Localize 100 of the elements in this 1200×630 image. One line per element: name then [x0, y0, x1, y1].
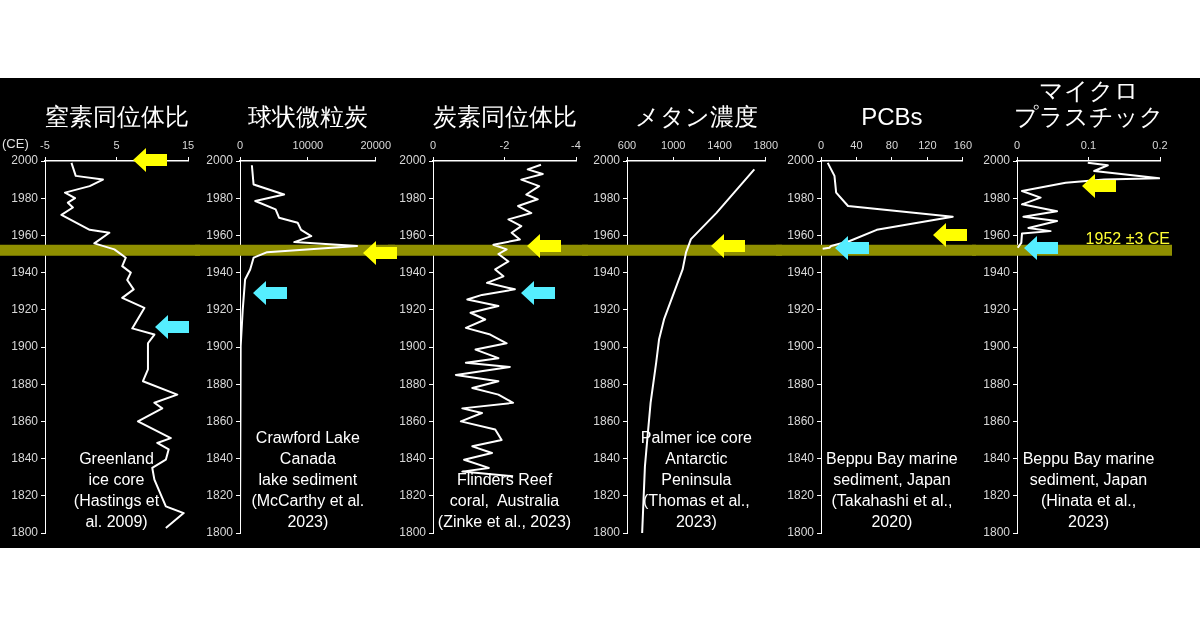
y-tick-label: 1920	[399, 302, 427, 317]
y-tick-label: 1840	[399, 450, 427, 465]
y-tick-label: 1940	[206, 264, 234, 279]
y-tick-label: 2000	[11, 153, 39, 168]
y-tick-label: 1860	[983, 413, 1011, 428]
y-tick-label: 1840	[787, 450, 815, 465]
y-tick-label: 1800	[593, 525, 621, 540]
y-tick-label: 1860	[787, 413, 815, 428]
y-tick-label: 1820	[399, 488, 427, 503]
y-tick-label: 1940	[399, 264, 427, 279]
x-tick-label: 80	[885, 139, 899, 152]
y-axis-title: (CE)	[2, 135, 29, 151]
y-tick-label: 1820	[206, 488, 234, 503]
y-tick-label: 1960	[11, 227, 39, 242]
y-tick-label: 1840	[206, 450, 234, 465]
y-tick-label: 1800	[399, 525, 427, 540]
y-tick-label: 1940	[11, 264, 39, 279]
annotation: Beppu Bay marine sediment, Japan (Takahashi et al., 2020)	[826, 450, 958, 530]
y-tick-label: 1800	[11, 525, 39, 540]
y-tick-label: 1900	[399, 339, 427, 354]
y-tick-label: 2000	[983, 153, 1011, 168]
y-tick-label: 1800	[206, 525, 234, 540]
x-tick-label: 120	[918, 139, 937, 152]
y-tick-label: 1860	[399, 413, 427, 428]
y-tick-label: 1960	[787, 227, 815, 242]
x-tick-label: 0	[236, 139, 244, 152]
y-tick-label: 1980	[206, 190, 234, 205]
y-tick-label: 1980	[11, 190, 39, 205]
x-tick-label: 1800	[753, 139, 779, 152]
x-tick-label: 0.1	[1080, 139, 1097, 152]
x-tick-label: 40	[850, 139, 863, 152]
chart-title: メタン濃度	[634, 103, 758, 130]
y-tick-label: 1840	[11, 450, 39, 465]
y-tick-label: 1880	[593, 376, 621, 391]
x-tick-label: 1400	[707, 139, 732, 152]
y-tick-label: 1960	[399, 227, 427, 242]
y-tick-label: 1920	[983, 302, 1011, 317]
y-tick-label: 1820	[983, 488, 1011, 503]
chart-title: PCBs	[861, 103, 923, 130]
y-tick-label: 1900	[206, 339, 234, 354]
y-tick-label: 1880	[399, 376, 427, 391]
y-tick-label: 1800	[983, 525, 1011, 540]
y-tick-label: 1860	[593, 413, 621, 428]
chart-title: 炭素同位体比	[432, 103, 577, 130]
y-tick-label: 1900	[983, 339, 1011, 354]
annotation: Beppu Bay marine sediment, Japan (Hinata et al., 2023)	[1022, 450, 1155, 530]
y-tick-label: 1880	[206, 376, 234, 391]
x-tick-label: 0	[817, 139, 825, 152]
y-tick-label: 1980	[593, 190, 621, 205]
y-tick-label: 1940	[983, 264, 1011, 279]
y-tick-label: 1820	[11, 488, 39, 503]
y-tick-label: 1960	[593, 227, 621, 242]
chart-title: 窒素同位体比	[44, 103, 189, 130]
x-tick-label: -2	[499, 139, 510, 152]
y-tick-label: 1920	[206, 302, 234, 317]
y-tick-label: 1800	[787, 525, 815, 540]
y-tick-label: 1920	[787, 302, 815, 317]
y-tick-label: 1980	[787, 190, 815, 205]
y-tick-label: 1880	[787, 376, 815, 391]
x-tick-label: 160	[953, 139, 972, 152]
y-tick-label: 1880	[11, 376, 39, 391]
x-tick-label: 5	[113, 139, 120, 152]
y-tick-label: 1960	[983, 227, 1011, 242]
y-tick-label: 1940	[787, 264, 815, 279]
y-tick-label: 1840	[593, 450, 621, 465]
band-label: 1952 ±3 CE	[1085, 230, 1170, 248]
x-tick-label: -5	[40, 139, 50, 152]
y-tick-label: 1920	[11, 302, 39, 317]
y-tick-label: 1900	[11, 339, 39, 354]
y-tick-label: 1900	[593, 339, 621, 354]
y-tick-label: 1840	[983, 450, 1011, 465]
chart-title: マイクロプラスチック	[1013, 77, 1164, 130]
y-tick-label: 1860	[206, 413, 234, 428]
y-tick-label: 2000	[787, 153, 815, 168]
y-tick-label: 2000	[593, 153, 621, 168]
y-tick-label: 1920	[593, 302, 621, 317]
x-tick-label: 0	[429, 139, 437, 152]
y-tick-label: 2000	[206, 153, 234, 168]
x-tick-label: 20000	[360, 139, 391, 152]
y-tick-label: 1820	[787, 488, 815, 503]
y-tick-label: 2000	[399, 153, 427, 168]
y-tick-label: 1880	[983, 376, 1011, 391]
x-tick-label: 0	[1013, 139, 1021, 152]
y-tick-label: 1960	[206, 227, 234, 242]
y-tick-label: 1900	[787, 339, 815, 354]
annotation: Flinders Reef coral, Australia (Zinke et al., 2023)	[437, 471, 572, 530]
x-tick-label: 10000	[292, 139, 324, 152]
y-tick-label: 1980	[983, 190, 1011, 205]
y-tick-label: 1940	[593, 264, 621, 279]
annotation: Crawford Lake Canada lake sediment (McCarthy et al. 2023)	[251, 429, 365, 530]
x-tick-label: 1000	[661, 139, 686, 152]
x-tick-label: -4	[571, 139, 581, 152]
y-tick-label: 1820	[593, 488, 621, 503]
x-tick-label: 600	[617, 139, 637, 152]
annotation: Greenland ice core (Hastings et al. 2009)	[73, 450, 160, 530]
y-tick-label: 1860	[11, 413, 39, 428]
y-tick-label: 1980	[399, 190, 427, 205]
x-tick-label: 0.2	[1152, 139, 1168, 152]
x-tick-label: 15	[181, 139, 195, 152]
chart-title: 球状微粒炭	[247, 103, 368, 130]
